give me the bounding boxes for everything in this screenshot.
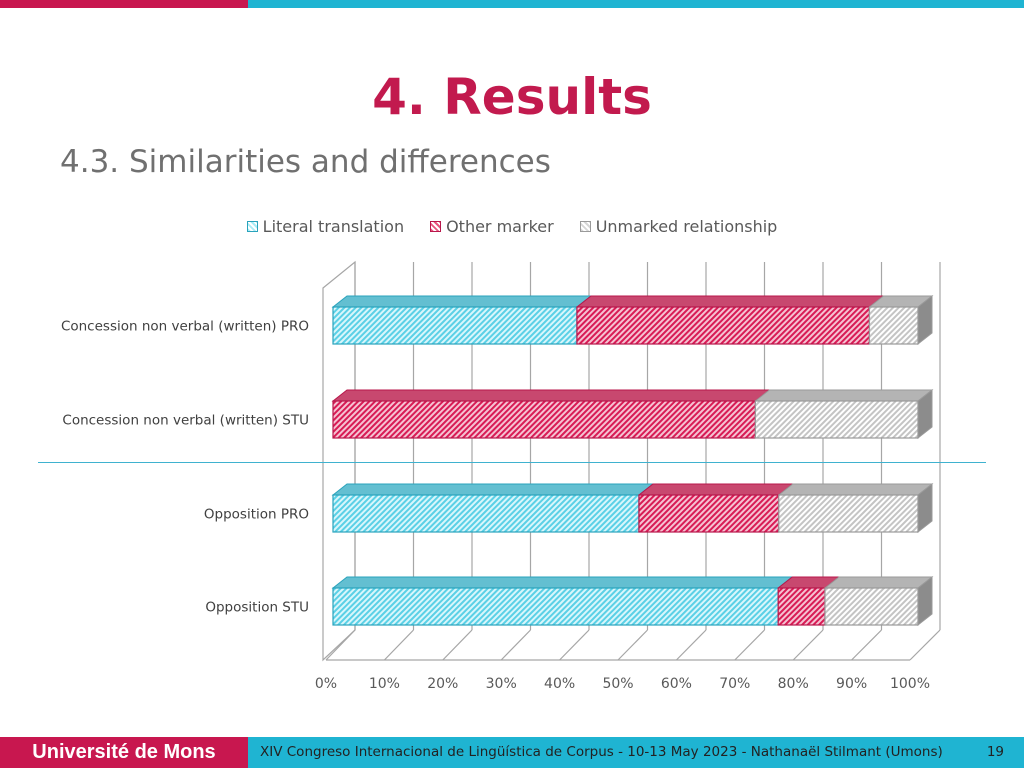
divider-line: [38, 462, 986, 463]
floor-line-1: [383, 629, 414, 661]
x-tick-label-4: 40%: [544, 676, 575, 692]
bar-top-2-2: [777, 483, 934, 496]
slide-title: 4. Results: [372, 68, 652, 126]
chart-bars: [331, 294, 934, 627]
side-wall: [322, 260, 356, 662]
bar-segment-0-2: [868, 306, 919, 345]
bar-segment-1-1: [332, 400, 756, 439]
bar-segment-0-1: [576, 306, 871, 345]
legend-label-unmarked-relationship: Unmarked relationship: [595, 216, 778, 236]
stacked-bar-chart: 0% 10% 20% 30% 40% 50% 60% 70% 80% 90% 100% Concess…: [61, 260, 941, 693]
floor-line-3: [500, 629, 531, 661]
footer-bar: XIV Congreso Internacional de Lingüístic…: [248, 737, 1024, 768]
floor-line-9: [851, 629, 882, 661]
header-bar-left: [0, 0, 248, 8]
legend-label-literal-translation: Literal translation: [262, 216, 405, 236]
legend-label-other-marker: Other marker: [446, 216, 554, 236]
legend-item-other-marker: Other marker: [430, 217, 554, 236]
chart-legend: Literal translation Other marker Unmarke…: [0, 214, 1024, 238]
floor-line-5: [617, 629, 648, 661]
x-tick-label-0: 0%: [315, 676, 337, 692]
floor-line-7: [734, 629, 765, 661]
bar-segment-3-2: [824, 587, 919, 626]
bar-top-1-1: [331, 389, 771, 402]
legend-swatch-literal-translation: [246, 220, 258, 232]
floor-line-8: [792, 629, 824, 661]
bar-segment-3-1: [777, 587, 826, 626]
y-category-label-0: Concession non verbal (written) PRO: [61, 319, 309, 335]
x-tick-label-7: 70%: [719, 676, 750, 692]
bar-segment-1-2: [754, 400, 919, 439]
x-tick-label-5: 50%: [602, 676, 633, 692]
bar-top-3-0: [331, 576, 794, 589]
x-tick-label-9: 90%: [836, 676, 867, 692]
bar-segment-3-0: [332, 587, 779, 626]
y-category-label-3: Opposition STU: [205, 600, 309, 616]
footer-conference-text: XIV Congreso Internacional de Lingüístic…: [260, 744, 943, 760]
x-tick-label-10: 100%: [890, 676, 930, 692]
bar-top-0-0: [331, 295, 593, 308]
slide-subtitle: 4.3. Similarities and differences: [60, 144, 551, 180]
page-number: 19: [986, 744, 1004, 760]
floor-line-6: [675, 629, 707, 661]
bar-segment-2-2: [778, 494, 919, 533]
y-category-label-2: Opposition PRO: [204, 507, 309, 523]
x-tick-label-3: 30%: [486, 676, 517, 692]
floor-line-10: [909, 629, 941, 661]
header-bar-right: [248, 0, 1024, 8]
bar-segment-2-0: [332, 494, 640, 533]
x-tick-label-8: 80%: [778, 676, 809, 692]
floor-line-2: [442, 629, 473, 661]
bar-top-1-2: [753, 389, 934, 402]
chart-labels: 0% 10% 20% 30% 40% 50% 60% 70% 80% 90% 100% Concess…: [61, 319, 930, 693]
legend-item-literal-translation: Literal translation: [246, 216, 405, 236]
legend-item-unmarked-relationship: Unmarked relationship: [579, 216, 778, 236]
bar-top-0-1: [575, 295, 885, 308]
x-tick-label-6: 60%: [661, 676, 692, 692]
bar-top-3-2: [823, 576, 934, 589]
x-tick-label-1: 10%: [369, 676, 400, 692]
footer-university: Université de Mons: [0, 737, 248, 768]
floor-line-4: [559, 629, 590, 661]
legend-swatch-other-marker: [430, 220, 442, 232]
bar-top-2-0: [331, 483, 655, 496]
x-tick-label-2: 20%: [427, 676, 458, 692]
bar-segment-0-0: [332, 306, 578, 345]
y-category-label-1: Concession non verbal (written) STU: [62, 413, 309, 429]
bar-top-2-1: [637, 483, 795, 496]
bar-segment-2-1: [638, 494, 780, 533]
legend-swatch-unmarked-relationship: [579, 220, 591, 232]
